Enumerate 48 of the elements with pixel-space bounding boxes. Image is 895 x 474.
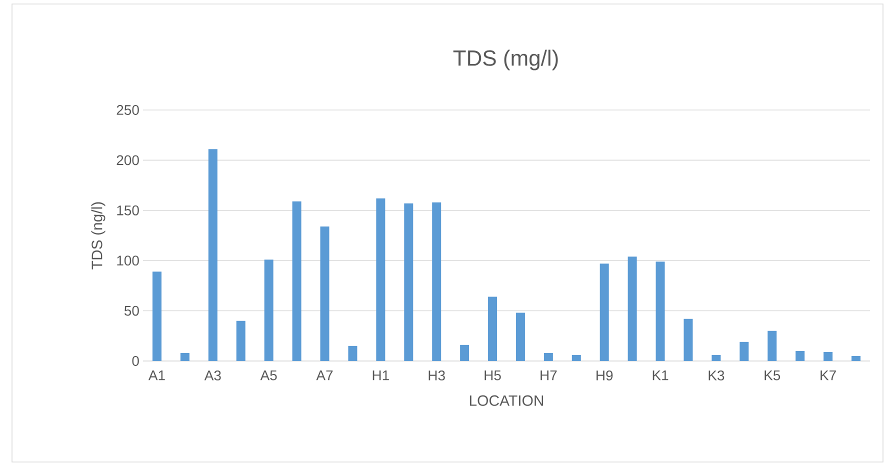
bar bbox=[432, 202, 442, 361]
bar bbox=[180, 352, 190, 361]
y-tick-label: 50 bbox=[124, 306, 139, 316]
bar bbox=[404, 203, 414, 361]
x-axis-title: LOCATION bbox=[470, 395, 544, 406]
bar bbox=[740, 342, 749, 361]
bar bbox=[824, 352, 833, 361]
bar bbox=[292, 201, 302, 361]
bar bbox=[852, 356, 861, 361]
x-tick-label: H9 bbox=[596, 370, 613, 380]
bar bbox=[348, 346, 358, 361]
bar bbox=[656, 262, 665, 361]
x-tick-label: K7 bbox=[820, 370, 836, 380]
y-tick-label: 250 bbox=[116, 105, 139, 115]
bar bbox=[376, 198, 386, 361]
bar bbox=[684, 318, 693, 361]
bar bbox=[712, 354, 721, 361]
bar bbox=[572, 354, 581, 361]
x-tick-label: H5 bbox=[484, 370, 501, 380]
x-tick-label: A3 bbox=[204, 370, 221, 380]
chart-title: TDS (mg/l) bbox=[453, 50, 558, 70]
bar bbox=[208, 149, 218, 361]
x-tick-label: H1 bbox=[372, 370, 389, 380]
bar bbox=[628, 256, 637, 361]
x-tick-label: K5 bbox=[764, 370, 780, 380]
bar bbox=[600, 264, 609, 361]
bar bbox=[460, 344, 470, 361]
x-tick-label: K3 bbox=[708, 370, 724, 380]
x-tick-label: K1 bbox=[652, 370, 668, 380]
bar bbox=[264, 260, 274, 361]
x-tick-label: A5 bbox=[260, 370, 277, 380]
x-tick-label: A1 bbox=[148, 370, 165, 380]
x-tick-label: H7 bbox=[540, 370, 557, 380]
y-tick-label: 150 bbox=[117, 205, 139, 216]
y-tick-label: 100 bbox=[117, 256, 139, 266]
y-tick-label: 200 bbox=[116, 155, 139, 166]
bar bbox=[516, 312, 525, 361]
y-tick-label: 0 bbox=[132, 356, 139, 366]
bar bbox=[236, 320, 246, 361]
bar bbox=[544, 352, 553, 361]
bar bbox=[796, 350, 805, 361]
bar bbox=[768, 330, 777, 361]
bar bbox=[320, 226, 330, 361]
bar bbox=[152, 272, 162, 361]
x-tick-label: A7 bbox=[316, 370, 333, 380]
x-tick-label: H3 bbox=[428, 370, 445, 380]
bar bbox=[488, 296, 498, 361]
y-axis-title: TDS (ng/l) bbox=[91, 202, 106, 270]
